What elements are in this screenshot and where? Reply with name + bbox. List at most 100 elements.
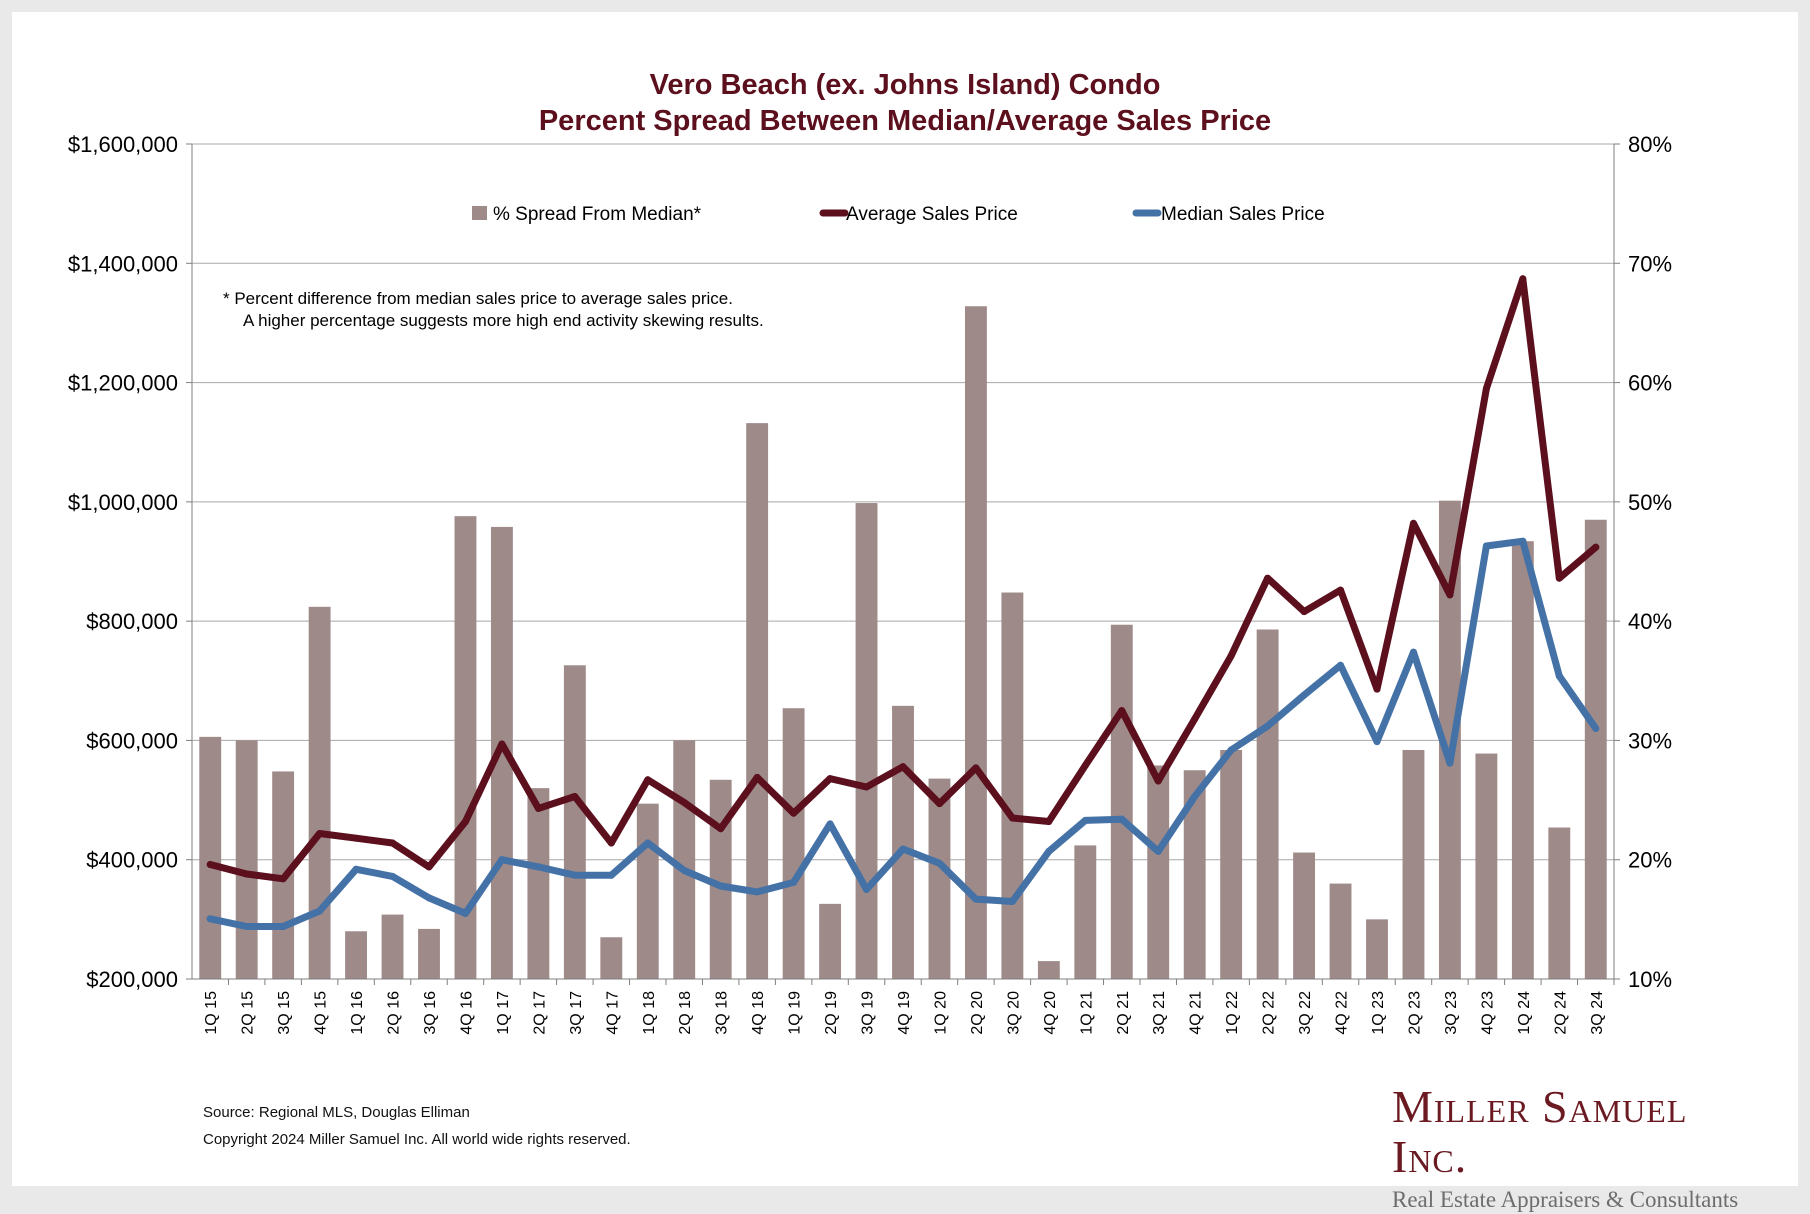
average-price-point (1191, 715, 1199, 723)
bar-spread (1584, 519, 1607, 979)
bar-spread (782, 708, 805, 979)
average-price-point (1555, 574, 1563, 582)
bar-spread (1256, 629, 1279, 979)
average-price-point (790, 809, 798, 817)
median-price-point (644, 839, 652, 847)
median-price-point (680, 866, 688, 874)
average-price-point (826, 775, 834, 783)
bar-spread (1438, 500, 1461, 979)
average-price-point (1045, 818, 1053, 826)
x-tick-label: 2Q 15 (240, 991, 257, 1035)
median-price-point (1446, 759, 1454, 767)
median-price-point (1191, 792, 1199, 800)
y-left-tick-label: $1,600,000 (68, 132, 178, 157)
source-note: Source: Regional MLS, Douglas Elliman (203, 1104, 470, 1121)
chart-title: Vero Beach (ex. Johns Island) Condo (650, 69, 1161, 101)
x-tick-label: 3Q 16 (422, 991, 439, 1035)
footnote-line-1: * Percent difference from median sales p… (223, 289, 733, 308)
median-price-point (1264, 722, 1272, 730)
average-price-point (1373, 685, 1381, 693)
average-price-point (1081, 761, 1089, 769)
x-tick-label: 2Q 22 (1261, 991, 1278, 1035)
average-price-point (753, 773, 761, 781)
average-price-point (644, 776, 652, 784)
average-price-point (1482, 385, 1490, 393)
median-price-point (607, 871, 615, 879)
bar-spread (709, 779, 732, 979)
x-tick-label: 1Q 19 (787, 991, 804, 1035)
x-tick-label: 4Q 20 (1042, 991, 1059, 1035)
bar-spread (563, 665, 586, 979)
footnote-line-2: A higher percentage suggests more high e… (243, 311, 764, 330)
median-price-point (790, 878, 798, 886)
company-logo: Miller Samuel Inc. Real Estate Appraiser… (1392, 1082, 1752, 1214)
x-tick-label: 1Q 24 (1516, 991, 1533, 1035)
median-price-point (1154, 847, 1162, 855)
median-price-point (1555, 672, 1563, 680)
bar-spread (1110, 624, 1133, 979)
x-tick-label: 3Q 20 (1005, 991, 1022, 1035)
bar-spread (199, 736, 222, 979)
median-price-point (461, 909, 469, 917)
y-right-tick-label: 40% (1628, 609, 1672, 634)
y-right-tick-label: 70% (1628, 251, 1672, 276)
y-left-tick-label: $600,000 (86, 728, 178, 753)
median-price-point (389, 872, 397, 880)
average-price-point (498, 740, 506, 748)
x-tick-label: 2Q 16 (386, 991, 403, 1035)
bar-spread (892, 705, 914, 979)
bar-spread (964, 306, 987, 979)
bar-spread (1366, 919, 1388, 979)
average-price-point (352, 834, 360, 842)
x-tick-label: 3Q 15 (276, 991, 293, 1035)
x-tick-label: 4Q 19 (896, 991, 913, 1035)
x-tick-label: 1Q 23 (1370, 991, 1387, 1035)
y-right-tick-label: 80% (1628, 132, 1672, 157)
chart-svg: Vero Beach (ex. Johns Island) Condo Perce… (68, 69, 1672, 1035)
chart-subtitle: Percent Spread Between Median/Average Sa… (539, 105, 1271, 137)
bar-spread (381, 914, 404, 979)
average-price-point (972, 764, 980, 772)
bar-spread (1147, 765, 1170, 979)
median-price-point (279, 923, 287, 931)
y-left-tick-label: $400,000 (86, 848, 178, 873)
bar-spread (855, 503, 878, 979)
chart-frame: Vero Beach (ex. Johns Island) Condo Perce… (12, 12, 1798, 1212)
bar-spread (928, 778, 951, 979)
x-tick-label: 2Q 21 (1115, 991, 1132, 1035)
x-tick-label: 2Q 19 (823, 991, 840, 1035)
x-tick-label: 4Q 15 (313, 991, 330, 1035)
x-tick-label: 4Q 17 (604, 991, 621, 1035)
average-price-point (1446, 591, 1454, 599)
bar-spread (454, 516, 477, 979)
median-price-point (316, 907, 324, 915)
bar-spread (1511, 541, 1534, 979)
median-price-point (571, 871, 579, 879)
x-tick-label: 3Q 17 (568, 991, 585, 1035)
bar-spread (600, 937, 623, 979)
median-price-point (1300, 691, 1308, 699)
bar-spread (1220, 749, 1243, 979)
median-price-point (534, 863, 542, 871)
average-price-point (1154, 777, 1162, 785)
average-price-point (717, 825, 725, 833)
median-price-point (352, 865, 360, 873)
median-price-point (498, 856, 506, 864)
x-tick-label: 1Q 17 (495, 991, 512, 1035)
median-price-point (1519, 537, 1527, 545)
copyright-note: Copyright 2024 Miller Samuel Inc. All wo… (203, 1131, 631, 1148)
y-right-tick-label: 30% (1628, 728, 1672, 753)
average-price-point (1409, 519, 1417, 527)
bar-spread (1037, 961, 1060, 979)
bar-spread (1001, 592, 1024, 979)
median-price-point (935, 859, 943, 867)
y-left-tick-label: $1,000,000 (68, 490, 178, 515)
y-right-tick-label: 10% (1628, 967, 1672, 992)
logo-name: Miller Samuel Inc. (1392, 1081, 1688, 1182)
median-price-point (425, 894, 433, 902)
average-price-point (1118, 707, 1126, 715)
bar-spread (1329, 883, 1352, 979)
x-tick-label: 4Q 16 (458, 991, 475, 1035)
median-price-point (899, 845, 907, 853)
x-tick-label: 2Q 20 (969, 991, 986, 1035)
